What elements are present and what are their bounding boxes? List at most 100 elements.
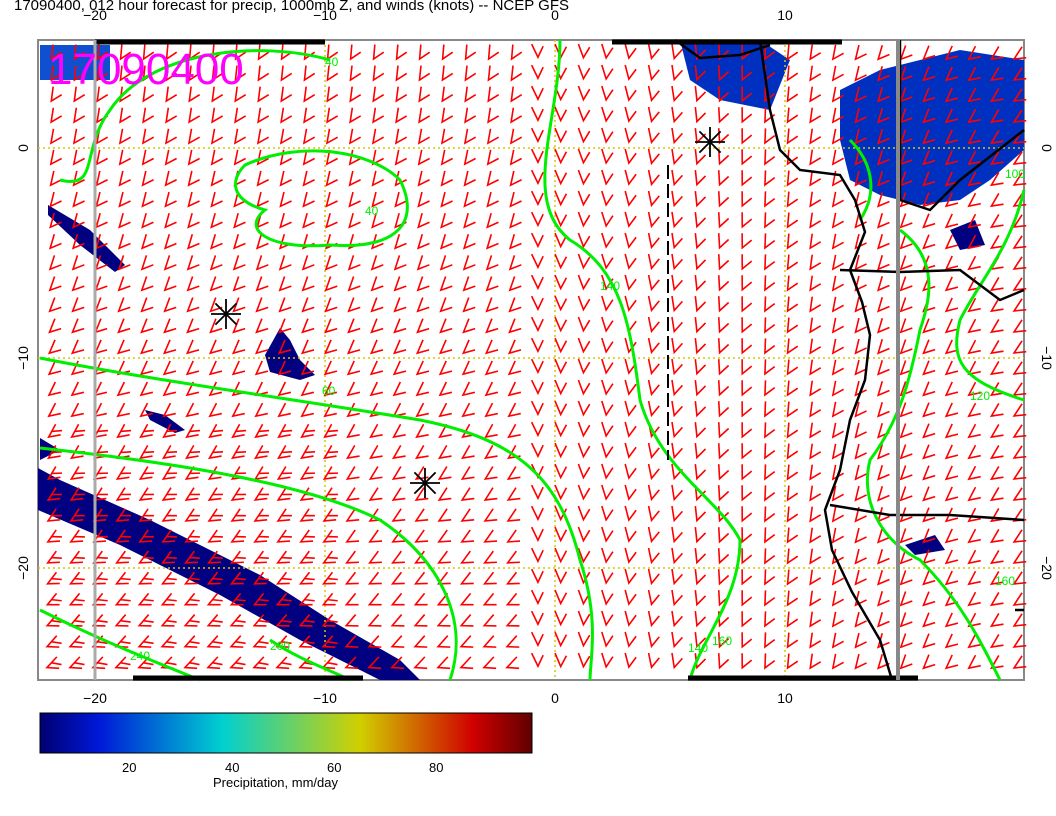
wind-barb xyxy=(299,466,316,481)
wind-barb xyxy=(624,442,637,459)
wind-barb xyxy=(418,86,431,103)
wind-barb xyxy=(717,233,730,250)
wind-barb xyxy=(47,423,63,439)
wind-barb xyxy=(809,359,822,376)
wind-barb xyxy=(922,591,936,607)
wind-barb xyxy=(967,528,981,544)
wind-barb xyxy=(461,402,475,418)
wind-barb xyxy=(530,610,544,627)
wind-barb xyxy=(876,402,890,418)
wind-barb xyxy=(967,213,981,229)
wind-barb xyxy=(577,169,591,186)
wind-barb xyxy=(922,381,936,397)
wind-barb xyxy=(854,401,867,418)
wind-barb xyxy=(831,359,845,376)
wind-barb xyxy=(624,526,637,543)
wind-barb xyxy=(624,211,637,228)
wind-barb xyxy=(876,549,890,565)
wind-barb xyxy=(809,632,822,649)
wind-barb xyxy=(577,148,591,165)
wind-barb xyxy=(809,44,822,61)
wind-barb xyxy=(347,318,361,334)
wind-barb xyxy=(187,170,200,187)
wind-barb xyxy=(1012,172,1027,186)
wind-barb xyxy=(370,318,384,334)
wind-barb xyxy=(507,381,522,397)
wind-barb xyxy=(324,276,338,292)
wind-barb xyxy=(554,211,568,228)
wind-barb xyxy=(278,276,292,292)
wind-barb xyxy=(302,128,316,145)
wind-barb xyxy=(922,444,936,460)
wind-barb xyxy=(230,550,246,564)
wind-barb xyxy=(624,547,637,564)
wind-barb xyxy=(280,44,293,61)
wind-barb xyxy=(508,318,522,334)
wind-barb xyxy=(671,148,684,166)
wind-barb xyxy=(989,172,1004,187)
wind-barb xyxy=(809,653,822,670)
wind-barb xyxy=(922,234,936,250)
wind-barb xyxy=(577,400,591,417)
wind-barb xyxy=(368,445,383,460)
wind-barb xyxy=(367,571,382,585)
wind-barb xyxy=(786,338,799,355)
wind-barb xyxy=(876,381,890,397)
wind-barb xyxy=(671,169,684,187)
wind-barb xyxy=(741,128,753,145)
wind-barb xyxy=(944,150,959,166)
wind-barb xyxy=(414,529,429,543)
wind-barb xyxy=(183,614,200,627)
wind-barb xyxy=(786,317,799,334)
wind-barb xyxy=(416,297,430,313)
wind-barb xyxy=(671,211,684,229)
wind-barb xyxy=(876,213,890,229)
wind-barb xyxy=(391,466,406,481)
wind-barb xyxy=(809,590,822,607)
wind-barb xyxy=(393,234,407,250)
wind-barb xyxy=(482,656,497,670)
wind-barb xyxy=(254,339,269,355)
wind-barb xyxy=(922,45,936,61)
wind-barb xyxy=(394,191,407,208)
wind-barb xyxy=(299,508,315,522)
wind-barb xyxy=(345,529,360,543)
wind-barb xyxy=(207,487,223,501)
wind-barb xyxy=(899,633,913,649)
wind-barb xyxy=(279,128,293,145)
wind-barb xyxy=(414,445,429,460)
wind-barb xyxy=(372,65,385,82)
wind-barb xyxy=(372,44,385,61)
wind-barb xyxy=(95,149,108,166)
wind-barb xyxy=(345,508,360,522)
wind-barb xyxy=(140,234,154,250)
contour-label: 240 xyxy=(130,649,150,663)
wind-barb xyxy=(624,589,637,606)
wind-barb xyxy=(206,592,223,606)
wind-barb xyxy=(436,614,451,627)
wind-barb xyxy=(441,107,454,124)
wind-barb xyxy=(809,170,822,187)
wind-barb xyxy=(671,379,684,397)
contour-label: 120 xyxy=(970,389,990,403)
wind-barb xyxy=(764,443,776,460)
wind-barb xyxy=(922,318,936,334)
wind-barb xyxy=(989,109,1004,124)
wind-barb xyxy=(462,276,476,292)
wind-barb xyxy=(392,423,406,439)
wind-barb xyxy=(647,400,660,418)
wind-barb xyxy=(786,569,799,586)
wind-barb xyxy=(50,86,63,103)
wind-barb xyxy=(694,569,707,586)
wind-barb xyxy=(230,529,246,543)
wind-barb xyxy=(323,339,338,355)
wind-barb xyxy=(325,170,338,187)
wind-barb xyxy=(717,464,730,481)
wind-barb xyxy=(989,214,1004,229)
wind-barb xyxy=(231,360,246,376)
wind-barb xyxy=(118,212,131,229)
wind-barb xyxy=(187,212,200,229)
wind-barb xyxy=(831,338,845,355)
wind-barb xyxy=(601,337,614,354)
wind-barb xyxy=(809,443,822,460)
